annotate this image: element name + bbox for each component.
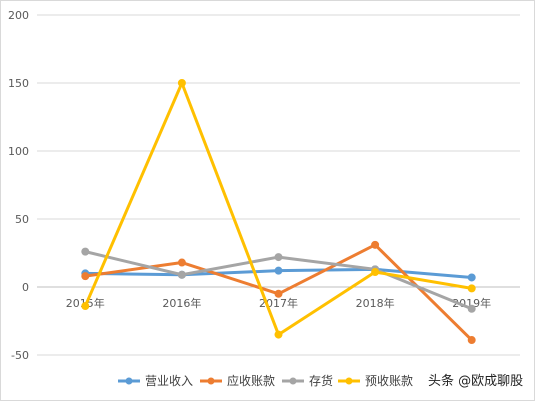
data-point bbox=[467, 284, 476, 293]
data-point bbox=[371, 240, 380, 249]
y-tick-label: 100 bbox=[8, 145, 29, 158]
y-tick-label: 0 bbox=[22, 281, 29, 294]
y-tick-label: 50 bbox=[15, 213, 29, 226]
x-tick-label: 2016年 bbox=[162, 296, 201, 310]
legend: 营业收入 应收账款 存货 预收账款 bbox=[118, 373, 413, 388]
data-point bbox=[81, 302, 90, 311]
legend-label: 预收账款 bbox=[365, 374, 413, 388]
legend-item: 预收账款 bbox=[338, 374, 413, 388]
legend-label: 营业收入 bbox=[145, 374, 193, 388]
data-point bbox=[177, 270, 186, 279]
data-point bbox=[274, 330, 283, 339]
legend-label: 存货 bbox=[309, 373, 333, 388]
legend-item: 应收账款 bbox=[200, 373, 275, 388]
series-lines bbox=[81, 79, 476, 345]
data-point bbox=[467, 336, 476, 345]
data-point bbox=[371, 268, 380, 277]
data-point bbox=[274, 253, 283, 262]
legend-swatch-marker bbox=[207, 377, 215, 385]
data-point bbox=[81, 272, 90, 281]
x-tick-label: 2019年 bbox=[452, 296, 491, 310]
legend-swatch-marker bbox=[125, 377, 133, 385]
data-point bbox=[467, 273, 476, 282]
y-tick-label: 200 bbox=[8, 9, 29, 22]
gridlines bbox=[37, 14, 520, 356]
data-point bbox=[177, 79, 186, 87]
y-axis-ticks: 200 150 100 50 0 -50 bbox=[8, 9, 29, 362]
legend-swatch-marker bbox=[289, 377, 297, 385]
data-point bbox=[81, 247, 90, 256]
data-point bbox=[467, 304, 476, 313]
legend-label: 应收账款 bbox=[227, 373, 275, 388]
data-point bbox=[274, 266, 283, 275]
y-tick-label: 150 bbox=[8, 77, 29, 90]
data-point bbox=[274, 289, 283, 298]
y-tick-label: -50 bbox=[11, 349, 29, 362]
x-axis-ticks: 2015年2016年2017年2018年2019年 bbox=[66, 296, 491, 310]
x-tick-label: 2018年 bbox=[356, 296, 395, 310]
legend-item: 营业收入 bbox=[118, 374, 193, 388]
series-3 bbox=[81, 247, 476, 313]
series-4 bbox=[81, 79, 476, 339]
legend-swatch-marker bbox=[345, 377, 353, 385]
watermark-text: 头条 @欧成聊股 bbox=[428, 373, 523, 389]
legend-item: 存货 bbox=[282, 373, 333, 388]
data-point bbox=[177, 258, 186, 267]
